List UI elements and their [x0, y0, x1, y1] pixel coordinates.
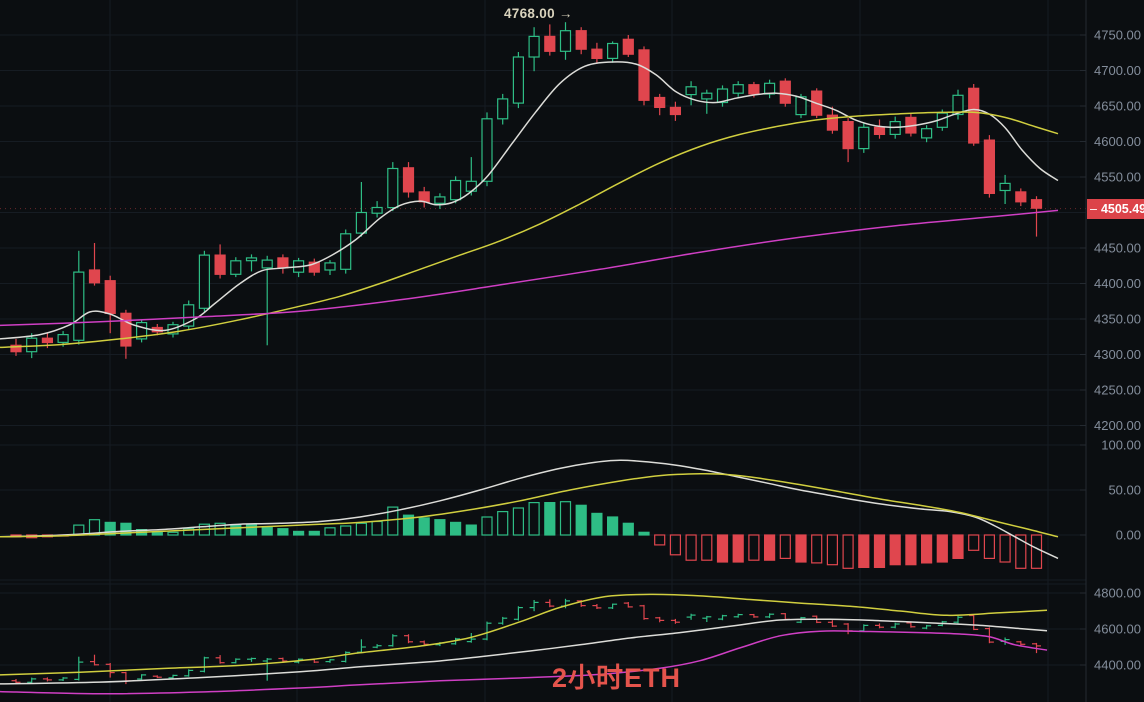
ma-mid-overview — [0, 593, 1048, 676]
grid-lines — [0, 0, 1086, 702]
axis-tick-label: 4750.00 — [1094, 28, 1141, 43]
axis-tick-label: 4400.00 — [1094, 276, 1141, 291]
main-candles — [10, 22, 1043, 359]
price-axis[interactable]: 4750.00 4700.00 4650.00 4600.00 4550.00 4450.… — [1080, 0, 1141, 702]
axis-tick-label: 4350.00 — [1094, 312, 1141, 327]
ma-fast — [0, 61, 1059, 340]
ma-slow — [0, 209, 1059, 327]
axis-tick-label: 4300.00 — [1094, 347, 1141, 362]
axis-tick-label: 4650.00 — [1094, 99, 1141, 114]
macd-lines — [0, 459, 1059, 560]
macd-histogram — [10, 501, 1043, 569]
axis-tick-label: 50.00 — [1108, 483, 1141, 498]
signal-line — [0, 472, 1059, 538]
axis-tick-label: 4250.00 — [1094, 383, 1141, 398]
axis-tick-label: 4450.00 — [1094, 241, 1141, 256]
axis-tick-label: 0.00 — [1116, 528, 1141, 543]
ma-mid — [0, 111, 1059, 349]
overview-pane-bars — [11, 598, 1041, 685]
axis-tick-label: 4600.00 — [1094, 622, 1141, 637]
axis-tick-label: 4550.00 — [1094, 170, 1141, 185]
macd-line — [0, 459, 1059, 560]
axis-tick-label: 4800.00 — [1094, 586, 1141, 601]
ma-slow-overview — [0, 630, 1048, 695]
axis-tick-label: 4600.00 — [1094, 134, 1141, 149]
ma-fast-overview — [0, 618, 1048, 685]
overview-pane-ma-lines — [0, 593, 1048, 695]
axis-tick-label: 4200.00 — [1094, 418, 1141, 433]
axis-tick-label: 4400.00 — [1094, 658, 1141, 673]
main-ma-lines — [0, 61, 1059, 349]
axis-tick-label: 100.00 — [1101, 438, 1141, 453]
axis-tick-label: 4700.00 — [1094, 63, 1141, 78]
